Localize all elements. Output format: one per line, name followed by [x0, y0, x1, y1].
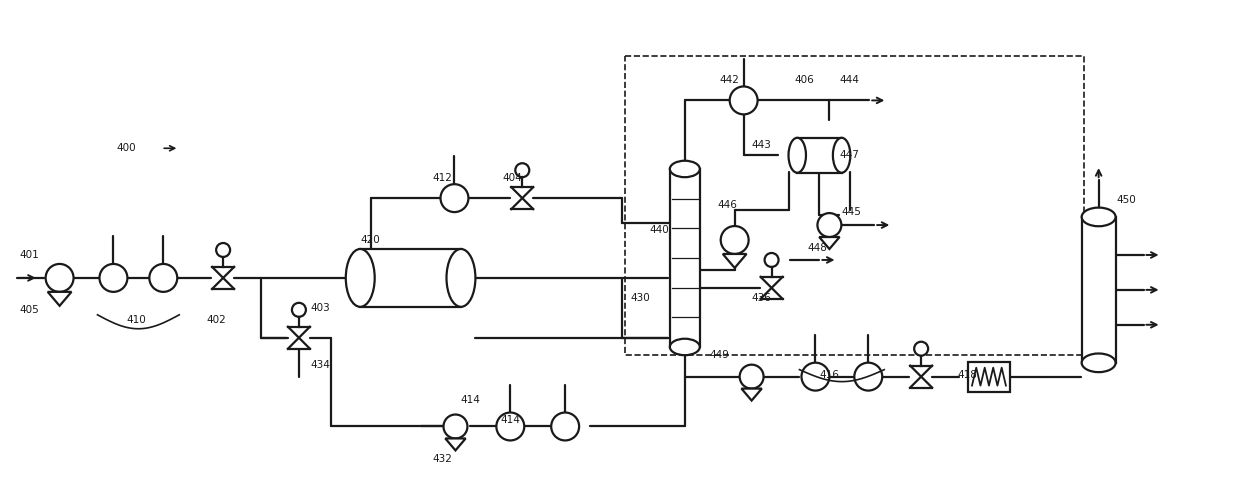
Text: 412: 412 — [433, 173, 453, 183]
Ellipse shape — [670, 339, 699, 355]
Ellipse shape — [833, 138, 851, 172]
Polygon shape — [723, 254, 746, 268]
Text: 400: 400 — [117, 143, 136, 153]
Circle shape — [914, 342, 928, 356]
Circle shape — [854, 363, 882, 391]
Polygon shape — [445, 439, 466, 450]
Text: 414: 414 — [501, 415, 521, 424]
Text: 447: 447 — [839, 150, 859, 160]
Circle shape — [99, 264, 128, 292]
Circle shape — [496, 413, 525, 441]
Ellipse shape — [446, 249, 475, 307]
Text: 416: 416 — [820, 369, 839, 380]
Circle shape — [46, 264, 73, 292]
Text: 405: 405 — [20, 305, 40, 315]
Bar — [361, 249, 461, 307]
Text: 449: 449 — [709, 350, 729, 360]
Polygon shape — [47, 292, 72, 306]
Text: 414: 414 — [460, 394, 480, 405]
Text: 446: 446 — [718, 200, 738, 210]
Circle shape — [720, 226, 749, 254]
Ellipse shape — [670, 161, 699, 177]
Circle shape — [765, 253, 779, 267]
Text: 440: 440 — [650, 225, 670, 235]
Text: 434: 434 — [311, 360, 331, 369]
Ellipse shape — [1081, 208, 1116, 226]
Text: 430: 430 — [630, 293, 650, 303]
Text: 448: 448 — [807, 243, 827, 253]
Text: 436: 436 — [751, 293, 771, 303]
Text: 450: 450 — [1116, 195, 1136, 205]
Bar — [670, 169, 699, 347]
Text: 418: 418 — [957, 369, 977, 380]
Text: 420: 420 — [361, 235, 381, 245]
Text: 432: 432 — [433, 454, 453, 465]
Circle shape — [739, 365, 764, 389]
Text: 406: 406 — [795, 75, 815, 85]
Polygon shape — [820, 237, 839, 249]
Text: 442: 442 — [719, 75, 739, 85]
Circle shape — [291, 303, 306, 317]
Circle shape — [440, 184, 469, 212]
Text: 410: 410 — [126, 315, 146, 325]
Bar — [1081, 217, 1116, 363]
Circle shape — [817, 213, 842, 237]
Circle shape — [729, 86, 758, 114]
Polygon shape — [742, 389, 761, 400]
Ellipse shape — [789, 138, 806, 172]
Circle shape — [801, 363, 830, 391]
Text: 445: 445 — [842, 207, 862, 217]
Text: 403: 403 — [311, 303, 331, 313]
Bar — [797, 138, 842, 172]
Circle shape — [516, 163, 529, 177]
Text: 444: 444 — [839, 75, 859, 85]
Ellipse shape — [1081, 353, 1116, 372]
Circle shape — [552, 413, 579, 441]
Text: 402: 402 — [206, 315, 226, 325]
Text: 404: 404 — [502, 173, 522, 183]
Text: 401: 401 — [20, 250, 40, 260]
Text: 443: 443 — [751, 140, 771, 150]
Bar — [968, 362, 1009, 392]
Circle shape — [149, 264, 177, 292]
Ellipse shape — [346, 249, 374, 307]
Circle shape — [444, 415, 467, 439]
Circle shape — [216, 243, 231, 257]
